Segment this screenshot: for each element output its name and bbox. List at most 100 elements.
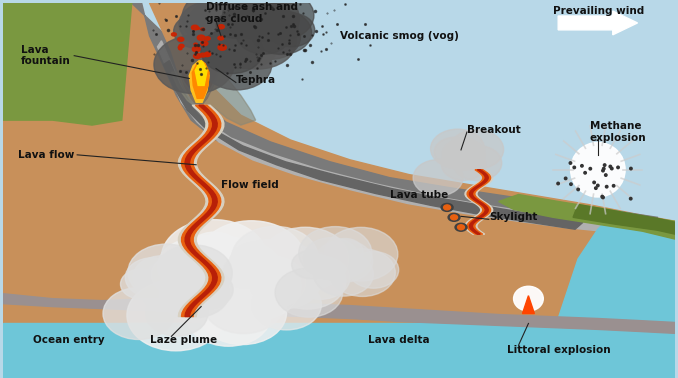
Text: Methane
explosion: Methane explosion: [590, 121, 647, 143]
Ellipse shape: [200, 53, 206, 57]
Ellipse shape: [198, 221, 304, 298]
Ellipse shape: [227, 0, 278, 37]
Ellipse shape: [629, 197, 632, 200]
Ellipse shape: [580, 164, 583, 167]
Polygon shape: [178, 105, 224, 316]
Ellipse shape: [448, 213, 460, 221]
Polygon shape: [558, 211, 675, 378]
Ellipse shape: [180, 270, 233, 309]
Ellipse shape: [168, 236, 248, 294]
Ellipse shape: [216, 0, 258, 31]
Ellipse shape: [187, 232, 241, 271]
Ellipse shape: [617, 166, 619, 169]
Polygon shape: [182, 105, 221, 316]
Polygon shape: [163, 60, 583, 229]
Ellipse shape: [206, 252, 301, 321]
Ellipse shape: [249, 257, 320, 309]
Ellipse shape: [577, 188, 580, 191]
Ellipse shape: [205, 52, 211, 56]
Ellipse shape: [602, 196, 604, 199]
Ellipse shape: [268, 13, 315, 47]
Ellipse shape: [292, 250, 331, 279]
Ellipse shape: [161, 268, 230, 318]
Ellipse shape: [237, 240, 302, 287]
Ellipse shape: [125, 258, 180, 297]
Ellipse shape: [144, 271, 207, 317]
Ellipse shape: [612, 184, 615, 187]
Polygon shape: [189, 60, 209, 102]
Ellipse shape: [605, 174, 607, 176]
Ellipse shape: [184, 239, 268, 300]
Ellipse shape: [179, 2, 241, 46]
Polygon shape: [469, 170, 488, 234]
Polygon shape: [172, 68, 256, 125]
Polygon shape: [157, 41, 613, 231]
Ellipse shape: [222, 0, 290, 39]
Ellipse shape: [609, 165, 612, 168]
Ellipse shape: [304, 238, 359, 278]
Text: Laze plume: Laze plume: [150, 335, 217, 345]
Ellipse shape: [178, 46, 181, 48]
Ellipse shape: [571, 143, 625, 197]
Ellipse shape: [513, 286, 543, 311]
Ellipse shape: [454, 146, 502, 181]
Ellipse shape: [570, 162, 572, 164]
Ellipse shape: [193, 54, 201, 59]
FancyArrow shape: [558, 11, 637, 35]
Ellipse shape: [174, 14, 220, 48]
Ellipse shape: [188, 0, 253, 47]
Polygon shape: [499, 195, 675, 239]
Ellipse shape: [443, 205, 451, 210]
Ellipse shape: [197, 35, 205, 40]
Ellipse shape: [252, 279, 321, 330]
Ellipse shape: [201, 28, 263, 74]
Ellipse shape: [201, 2, 270, 52]
Ellipse shape: [161, 220, 267, 297]
Ellipse shape: [434, 137, 475, 167]
Ellipse shape: [564, 177, 567, 180]
Ellipse shape: [202, 237, 254, 275]
Text: Diffuse ash and
gas cloud: Diffuse ash and gas cloud: [206, 2, 298, 24]
Ellipse shape: [144, 258, 206, 303]
Ellipse shape: [199, 280, 287, 345]
Ellipse shape: [442, 139, 485, 170]
Ellipse shape: [155, 245, 233, 301]
Ellipse shape: [178, 37, 184, 41]
Ellipse shape: [313, 253, 374, 296]
Ellipse shape: [236, 14, 292, 54]
Ellipse shape: [262, 227, 349, 291]
Ellipse shape: [603, 164, 606, 166]
Ellipse shape: [128, 244, 205, 300]
Ellipse shape: [249, 1, 282, 25]
Ellipse shape: [121, 269, 161, 299]
Ellipse shape: [275, 268, 342, 317]
Ellipse shape: [348, 252, 399, 288]
Polygon shape: [195, 60, 207, 85]
Ellipse shape: [290, 256, 350, 299]
Ellipse shape: [265, 240, 308, 271]
Ellipse shape: [455, 223, 467, 231]
Ellipse shape: [327, 239, 363, 265]
Text: Lava tube: Lava tube: [390, 189, 448, 200]
Text: Littoral explosion: Littoral explosion: [506, 345, 610, 355]
Polygon shape: [3, 3, 675, 378]
Ellipse shape: [252, 11, 312, 54]
Ellipse shape: [223, 254, 270, 288]
Polygon shape: [193, 60, 209, 98]
Text: Skylight: Skylight: [489, 212, 537, 222]
Ellipse shape: [458, 225, 464, 230]
Bar: [3, 324, 675, 378]
Text: Lava flow: Lava flow: [18, 150, 74, 160]
Ellipse shape: [217, 24, 277, 68]
Ellipse shape: [441, 148, 485, 180]
Ellipse shape: [589, 167, 591, 170]
Ellipse shape: [611, 167, 613, 170]
Ellipse shape: [193, 46, 200, 52]
Text: Tephra: Tephra: [236, 76, 276, 85]
Ellipse shape: [204, 53, 210, 57]
Text: Flow field: Flow field: [221, 180, 279, 190]
Ellipse shape: [198, 2, 283, 64]
Ellipse shape: [151, 254, 207, 295]
Ellipse shape: [246, 0, 314, 40]
Ellipse shape: [203, 266, 278, 320]
